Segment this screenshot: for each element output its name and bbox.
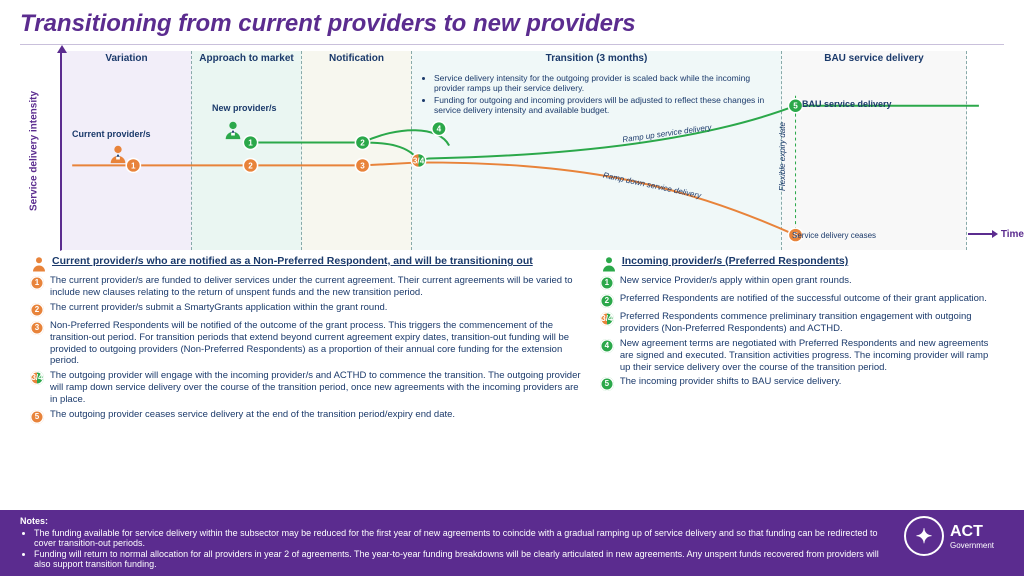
act-gov-logo: ✦ ACTGovernment: [904, 516, 1004, 556]
step-text: The current provider/s submit a SmartyGr…: [50, 302, 387, 314]
step-text: Preferred Respondents commence prelimina…: [620, 311, 994, 335]
step-number: 2: [600, 294, 614, 308]
footer-note: The funding available for service delive…: [34, 528, 884, 548]
outgoing-heading: Current provider/s who are notified as a…: [30, 255, 582, 273]
transition-chart: Service delivery intensity VariationAppr…: [60, 51, 984, 251]
step-number: 4: [600, 339, 614, 353]
step-item: 3/4 Preferred Respondents commence prelim…: [600, 311, 994, 335]
label-ceases: Service delivery ceases: [792, 231, 876, 240]
x-axis-label: Time: [968, 229, 1024, 240]
step-text: Non-Preferred Respondents will be notifi…: [50, 320, 582, 368]
chart-bullet: Service delivery intensity for the outgo…: [434, 73, 772, 93]
step-number: 2: [30, 303, 44, 317]
y-axis-arrow: [57, 45, 67, 55]
step-item: 3/4 The outgoing provider will engage wit…: [30, 370, 582, 406]
column-outgoing: Current provider/s who are notified as a…: [30, 255, 582, 427]
step-number: 3: [30, 321, 44, 335]
page-title: Transitioning from current providers to …: [0, 0, 1024, 44]
step-number: 3/4: [30, 371, 44, 385]
label-new-providers: New provider/s: [212, 103, 277, 113]
footer-notes: Notes: The funding available for service…: [20, 516, 884, 570]
svg-text:5: 5: [793, 102, 798, 111]
step-text: New service Provider/s apply within open…: [620, 275, 852, 287]
chart-bullet: Funding for outgoing and incoming provid…: [434, 95, 772, 115]
svg-text:3/4: 3/4: [413, 157, 425, 166]
step-text: The outgoing provider ceases service del…: [50, 409, 455, 421]
svg-text:3: 3: [360, 161, 365, 170]
step-number: 5: [30, 410, 44, 424]
incoming-heading: Incoming provider/s (Preferred Responden…: [600, 255, 994, 273]
step-number: 3/4: [600, 312, 614, 326]
label-bau: BAU service delivery: [802, 99, 892, 109]
svg-text:2: 2: [360, 139, 365, 148]
step-item: 2 The current provider/s submit a SmartyG…: [30, 302, 582, 317]
y-axis-label: Service delivery intensity: [29, 90, 40, 210]
svg-text:1: 1: [248, 139, 253, 148]
step-number: 5: [600, 377, 614, 391]
step-item: 1 The current provider/s are funded to de…: [30, 275, 582, 299]
step-item: 5 The outgoing provider ceases service de…: [30, 409, 582, 424]
label-flexible: Flexible expiry date: [778, 122, 787, 191]
person-icon-orange: [107, 143, 129, 170]
svg-text:4: 4: [437, 125, 442, 134]
crest-icon: ✦: [904, 516, 944, 556]
step-text: The current provider/s are funded to del…: [50, 275, 582, 299]
step-text: Preferred Respondents are notified of th…: [620, 293, 987, 305]
step-number: 1: [600, 276, 614, 290]
text-columns: Current provider/s who are notified as a…: [0, 251, 1024, 427]
svg-text:2: 2: [248, 161, 253, 170]
step-item: 1 New service Provider/s apply within ope…: [600, 275, 994, 290]
person-icon-green: [222, 119, 244, 146]
divider: [20, 44, 1004, 45]
chart-bullets: Service delivery intensity for the outgo…: [422, 73, 772, 117]
step-text: The incoming provider shifts to BAU serv…: [620, 376, 842, 388]
step-item: 3 Non-Preferred Respondents will be notif…: [30, 320, 582, 368]
step-item: 4 New agreement terms are negotiated with…: [600, 338, 994, 374]
step-item: 5 The incoming provider shifts to BAU ser…: [600, 376, 994, 391]
step-item: 2 Preferred Respondents are notified of t…: [600, 293, 994, 308]
footer: Notes: The funding available for service…: [0, 510, 1024, 576]
footer-note: Funding will return to normal allocation…: [34, 549, 884, 569]
svg-text:1: 1: [131, 161, 136, 170]
step-text: New agreement terms are negotiated with …: [620, 338, 994, 374]
label-current-providers: Current provider/s: [72, 129, 151, 139]
step-number: 1: [30, 276, 44, 290]
step-text: The outgoing provider will engage with t…: [50, 370, 582, 406]
column-incoming: Incoming provider/s (Preferred Responden…: [600, 255, 994, 427]
